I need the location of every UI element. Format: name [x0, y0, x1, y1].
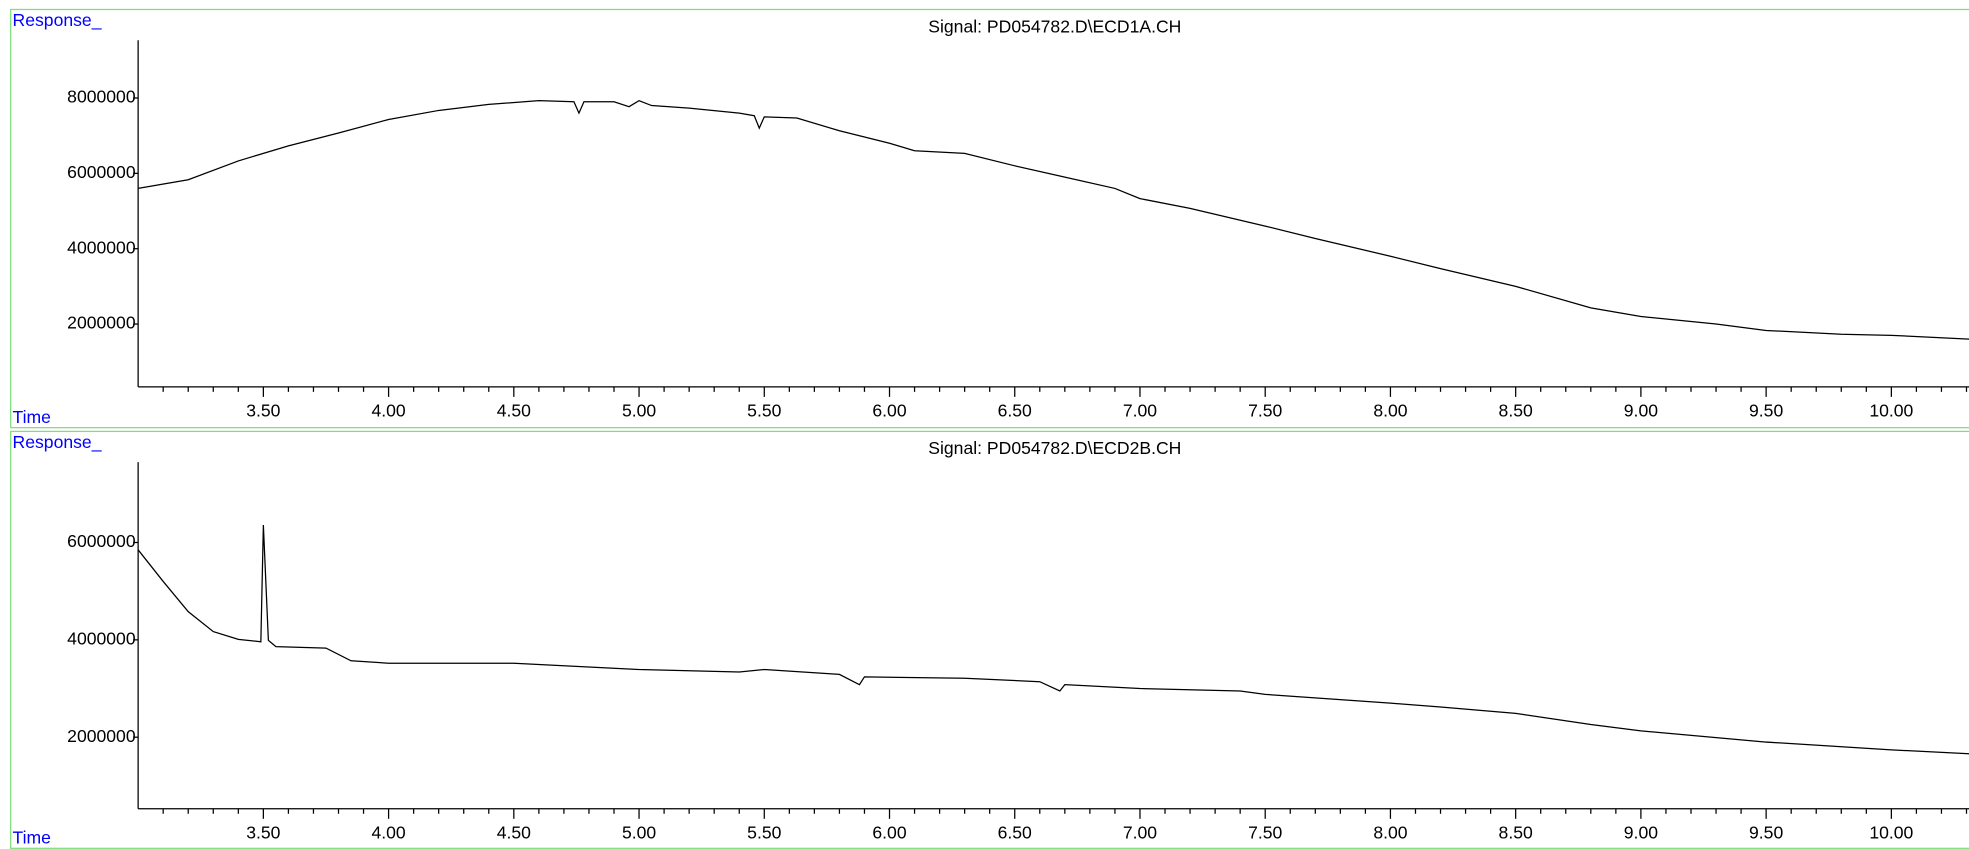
y-tick-label: 8000000 — [67, 87, 136, 107]
x-tick-label: 8.00 — [1373, 823, 1407, 843]
x-tick-label: 4.50 — [497, 401, 531, 421]
chart-title: Signal: PD054782.D\ECD2B.CH — [928, 438, 1181, 458]
y-tick-label: 6000000 — [67, 531, 136, 551]
x-tick-label: 9.00 — [1624, 823, 1658, 843]
panel-frame — [10, 430, 1969, 849]
x-tick-label: 7.00 — [1123, 401, 1157, 421]
y-tick-label: 4000000 — [67, 237, 136, 257]
x-tick-label: 9.50 — [1749, 823, 1783, 843]
x-tick-label: 8.50 — [1499, 823, 1533, 843]
x-tick-label: 6.50 — [998, 823, 1032, 843]
x-axis-label: Time — [13, 828, 51, 848]
signal-trace — [137, 524, 1969, 755]
x-tick-label: 4.00 — [371, 823, 405, 843]
y-axis-label: Response_ — [13, 10, 102, 31]
x-tick-label: 5.00 — [622, 823, 656, 843]
x-tick-label: 8.50 — [1499, 401, 1533, 421]
x-tick-label: 4.50 — [497, 823, 531, 843]
x-tick-label: 3.50 — [246, 401, 280, 421]
signal-trace — [138, 99, 1969, 340]
x-tick-label: 10.00 — [1869, 401, 1913, 421]
x-tick-label: 6.00 — [872, 823, 906, 843]
x-tick-label: 10.00 — [1869, 823, 1913, 843]
x-tick-label: 6.00 — [872, 401, 906, 421]
x-tick-label: 5.00 — [622, 401, 656, 421]
x-tick-label: 7.50 — [1248, 823, 1282, 843]
x-tick-label: 7.00 — [1123, 823, 1157, 843]
chart-title: Signal: PD054782.D\ECD1A.CH — [928, 16, 1181, 36]
y-tick-label: 2000000 — [67, 313, 136, 333]
y-tick-label: 6000000 — [67, 162, 136, 182]
y-tick-label: 4000000 — [67, 628, 136, 648]
x-tick-label: 9.00 — [1624, 401, 1658, 421]
panel-frame — [10, 8, 1969, 429]
y-tick-label: 2000000 — [67, 726, 136, 746]
x-tick-label: 5.50 — [747, 823, 781, 843]
x-tick-label: 6.50 — [998, 401, 1032, 421]
x-tick-label: 5.50 — [747, 401, 781, 421]
x-tick-label: 4.00 — [371, 401, 405, 421]
x-axis-label: Time — [13, 407, 51, 427]
x-tick-label: 3.50 — [246, 823, 280, 843]
x-tick-label: 8.00 — [1373, 401, 1407, 421]
x-tick-label: 9.50 — [1749, 401, 1783, 421]
x-tick-label: 7.50 — [1248, 401, 1282, 421]
y-axis-label: Response_ — [13, 432, 102, 453]
